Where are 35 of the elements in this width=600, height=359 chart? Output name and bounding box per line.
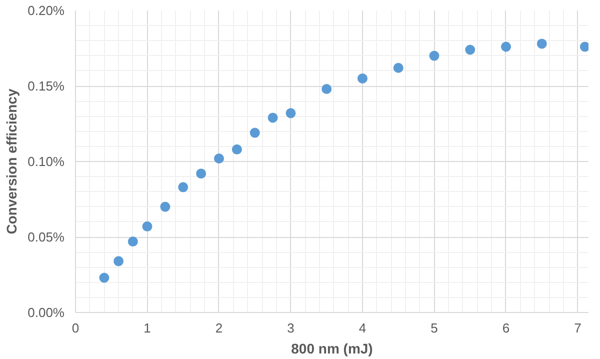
point (580, 42, 588, 52)
x-tick-label: 4 (358, 320, 366, 336)
point (232, 144, 242, 154)
point (465, 44, 476, 55)
point (196, 168, 206, 179)
point (536, 38, 547, 49)
x-tick-label: 5 (430, 320, 438, 336)
point (357, 73, 368, 84)
point (128, 236, 138, 247)
point (160, 202, 170, 212)
point (393, 62, 404, 73)
point (142, 221, 152, 232)
y-axis-title: Conversion efficiency (4, 88, 20, 234)
point (268, 112, 278, 123)
x-tick-label: 2 (215, 320, 223, 336)
x-tick-label: 3 (287, 320, 294, 336)
point (500, 42, 511, 52)
point (178, 182, 188, 192)
point (214, 153, 224, 164)
point (429, 50, 440, 61)
point (99, 272, 110, 283)
point (250, 128, 260, 138)
point (114, 256, 124, 266)
y-tick-label: 0.10% (28, 154, 65, 169)
x-tick-label: 0 (72, 320, 80, 336)
y-tick-label: 0.15% (28, 78, 65, 94)
x-tick-label: 6 (502, 320, 510, 336)
point (322, 84, 332, 94)
x-tick-label: 7 (574, 320, 582, 336)
x-tick-label: 1 (144, 320, 151, 336)
point (286, 108, 296, 118)
y-tick-label: 0.20% (28, 3, 65, 18)
x-axis-title: 800 nm (mJ) (291, 340, 373, 356)
y-tick-label: 0.05% (28, 230, 65, 244)
y-tick-label: 0.00% (28, 305, 65, 320)
